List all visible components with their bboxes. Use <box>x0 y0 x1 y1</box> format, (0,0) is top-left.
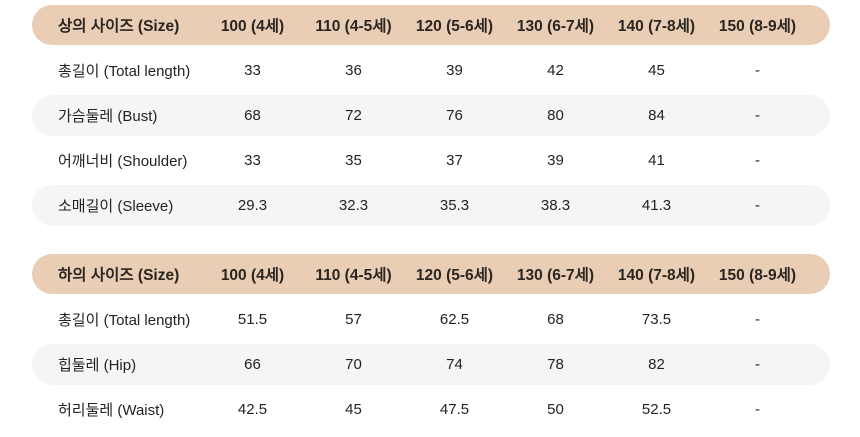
cell-value: 32.3 <box>338 197 369 214</box>
cell-value: 76 <box>446 107 463 124</box>
row-label: 어깨너비 (Shoulder) <box>58 153 188 170</box>
column-header-110: 110 (4-5세) <box>315 18 392 35</box>
cell-value: - <box>755 107 760 124</box>
bottom-table-title: 하의 사이즈 (Size) <box>58 267 180 284</box>
cell-value: - <box>755 62 760 79</box>
cell-value: 42.5 <box>237 401 268 418</box>
cell-value: - <box>755 197 760 214</box>
column-header-140: 140 (7-8세) <box>617 267 696 284</box>
column-header-110: 110 (4-5세) <box>315 267 392 284</box>
row-label: 총길이 (Total length) <box>58 312 191 329</box>
row-label: 힙둘레 (Hip) <box>58 357 137 374</box>
column-header-100: 100 (4세) <box>220 267 285 284</box>
table-row-total-length: 총길이 (Total length) 33 36 39 42 45 - <box>32 48 830 93</box>
table-row-bust: 가슴둘레 (Bust) 68 72 76 80 84 - <box>32 95 830 136</box>
column-header-120: 120 (5-6세) <box>415 18 494 35</box>
row-label: 총길이 (Total length) <box>58 63 191 80</box>
cell-value: 29.3 <box>237 197 268 214</box>
table-row-hip: 힙둘레 (Hip) 66 70 74 78 82 - <box>32 344 830 385</box>
cell-value: 73.5 <box>641 311 672 328</box>
row-label: 가슴둘레 (Bust) <box>58 108 158 125</box>
cell-value: 39 <box>446 62 463 79</box>
cell-value: - <box>755 311 760 328</box>
row-label: 소매길이 (Sleeve) <box>58 198 174 215</box>
cell-value: 36 <box>345 62 362 79</box>
bottom-table-header-row: 하의 사이즈 (Size) 100 (4세) 110 (4-5세) 120 (5… <box>32 254 830 294</box>
top-size-table: 상의 사이즈 (Size) 100 (4세) 110 (4-5세) 120 (5… <box>32 5 830 226</box>
cell-value: 45 <box>648 62 665 79</box>
cell-value: 33 <box>244 152 261 169</box>
cell-value: 45 <box>345 401 362 418</box>
cell-value: 38.3 <box>540 197 571 214</box>
cell-value: 37 <box>446 152 463 169</box>
row-label: 허리둘레 (Waist) <box>58 402 165 419</box>
cell-value: 70 <box>345 356 362 373</box>
cell-value: 33 <box>244 62 261 79</box>
top-table-title: 상의 사이즈 (Size) <box>58 18 180 35</box>
cell-value: - <box>755 152 760 169</box>
column-header-130: 130 (6-7세) <box>516 267 595 284</box>
cell-value: 80 <box>547 107 564 124</box>
size-chart-wrap: 상의 사이즈 (Size) 100 (4세) 110 (4-5세) 120 (5… <box>32 5 830 432</box>
cell-value: 39 <box>547 152 564 169</box>
column-header-130: 130 (6-7세) <box>516 18 595 35</box>
cell-value: - <box>755 356 760 373</box>
cell-value: 42 <box>547 62 564 79</box>
column-header-100: 100 (4세) <box>220 18 285 35</box>
cell-value: - <box>755 401 760 418</box>
cell-value: 41.3 <box>641 197 672 214</box>
table-row-total-length: 총길이 (Total length) 51.5 57 62.5 68 73.5 … <box>32 297 830 342</box>
column-header-150: 150 (8-9세) <box>718 18 797 35</box>
cell-value: 51.5 <box>237 311 268 328</box>
cell-value: 35 <box>345 152 362 169</box>
cell-value: 57 <box>345 311 362 328</box>
column-header-120: 120 (5-6세) <box>415 267 494 284</box>
column-header-150: 150 (8-9세) <box>718 267 797 284</box>
column-header-140: 140 (7-8세) <box>617 18 696 35</box>
cell-value: 68 <box>547 311 564 328</box>
cell-value: 84 <box>648 107 665 124</box>
top-table-header-row: 상의 사이즈 (Size) 100 (4세) 110 (4-5세) 120 (5… <box>32 5 830 45</box>
cell-value: 74 <box>446 356 463 373</box>
cell-value: 62.5 <box>439 311 470 328</box>
cell-value: 66 <box>244 356 261 373</box>
cell-value: 68 <box>244 107 261 124</box>
cell-value: 50 <box>547 401 564 418</box>
cell-value: 47.5 <box>439 401 470 418</box>
table-row-waist: 허리둘레 (Waist) 42.5 45 47.5 50 52.5 - <box>32 387 830 432</box>
cell-value: 41 <box>648 152 665 169</box>
table-row-shoulder: 어깨너비 (Shoulder) 33 35 37 39 41 - <box>32 138 830 183</box>
cell-value: 72 <box>345 107 362 124</box>
cell-value: 82 <box>648 356 665 373</box>
cell-value: 52.5 <box>641 401 672 418</box>
bottom-size-table: 하의 사이즈 (Size) 100 (4세) 110 (4-5세) 120 (5… <box>32 254 830 432</box>
cell-value: 35.3 <box>439 197 470 214</box>
cell-value: 78 <box>547 356 564 373</box>
table-row-sleeve: 소매길이 (Sleeve) 29.3 32.3 35.3 38.3 41.3 - <box>32 185 830 226</box>
